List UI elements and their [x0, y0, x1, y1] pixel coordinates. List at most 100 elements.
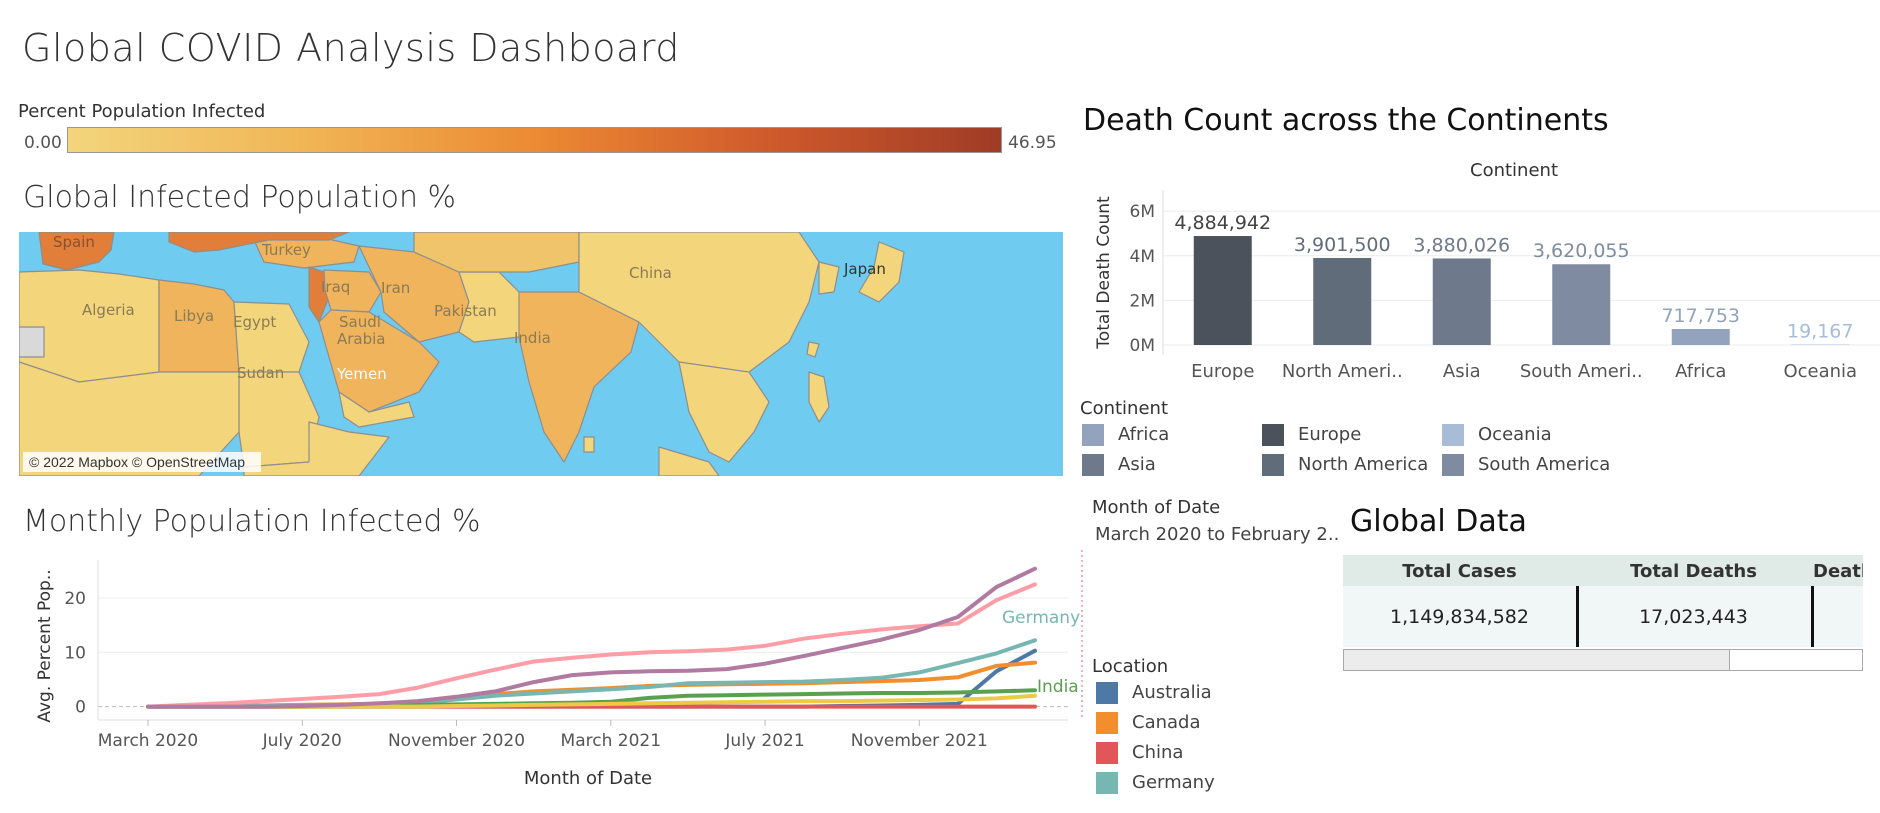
map-label-iran: Iran [381, 279, 410, 297]
color-legend-title: Percent Population Infected [18, 101, 266, 122]
date-range-filter[interactable]: March 2020 to February 2.. [1095, 524, 1340, 545]
filter-title: Month of Date [1092, 497, 1221, 518]
bar-europe [1193, 236, 1252, 345]
legend-swatch [1262, 424, 1284, 446]
legend-swatch [1096, 742, 1118, 764]
legend-swatch [1442, 424, 1464, 446]
line-y-tick-label: 20 [64, 589, 86, 609]
total-deaths-header: Total Deaths [1630, 561, 1757, 582]
total-cases-header: Total Cases [1402, 561, 1517, 582]
map-region-algeria [19, 269, 160, 383]
bar-x-tick-label: Asia [1443, 361, 1481, 380]
bar-x-tick-label: North Ameri.. [1282, 361, 1403, 380]
map-label-sudan: Sudan [237, 364, 284, 382]
map-label-egypt: Egypt [233, 313, 276, 331]
line-y-tick-label: 10 [64, 643, 86, 663]
legend-swatch [1442, 454, 1464, 476]
legend-swatch [1082, 454, 1104, 476]
continent-legend-item[interactable]: South America [1442, 450, 1610, 480]
map-region-japan [858, 241, 905, 303]
bar-y-tick-label: 2M [1130, 291, 1155, 311]
bar-value-label: 3,620,055 [1533, 240, 1630, 262]
bar-x-tick-label: Europe [1191, 361, 1254, 380]
map-label-china: China [629, 264, 672, 282]
bar-chart-header: Continent [1470, 160, 1558, 181]
bar-y-tick-label: 0M [1130, 336, 1155, 356]
line-end-label-germany: Germany [1002, 608, 1080, 628]
line-x-tick-label: November 2021 [851, 731, 988, 751]
death-header: Death [1813, 561, 1863, 582]
map-region-w-sahara [19, 326, 45, 358]
line-y-axis-label: Avg. Percent Pop.. [35, 569, 55, 722]
map-label-spain: Spain [53, 233, 95, 251]
table-horizontal-scrollbar[interactable] [1343, 649, 1863, 671]
continent-legend-item[interactable]: North America [1262, 450, 1428, 480]
bar-x-tick-label: Africa [1675, 361, 1726, 380]
map-title: Global Infected Population % [23, 180, 457, 215]
bar-value-label: 3,880,026 [1413, 234, 1510, 256]
table-divider [1576, 586, 1579, 647]
scrollbar-thumb[interactable] [1344, 650, 1730, 670]
map-region-europe [168, 232, 350, 253]
map-region-philippines [808, 371, 830, 423]
bar-x-tick-label: South Ameri.. [1520, 361, 1643, 380]
dashboard-title: Global COVID Analysis Dashboard [22, 26, 680, 70]
global-data-title: Global Data [1350, 504, 1527, 539]
location-legend-item[interactable]: Canada [1096, 708, 1215, 738]
line-series-location [146, 582, 1037, 709]
table-divider [1811, 586, 1814, 647]
continent-legend-item[interactable]: Oceania [1442, 420, 1552, 450]
map-region-pakistan [458, 271, 530, 343]
map-region-egypt [233, 301, 310, 373]
legend-label: Asia [1118, 454, 1156, 475]
map-label-iraq: Iraq [321, 278, 350, 296]
death-bar-chart[interactable]: 0M 2M 4M 6M Total Death Count 4,884,942 Europe… [1083, 180, 1880, 380]
legend-label: North America [1298, 454, 1429, 475]
continent-legend-item[interactable]: Europe [1262, 420, 1361, 450]
color-legend-max: 46.95 [1008, 133, 1057, 153]
location-legend-item[interactable]: Germany [1096, 768, 1215, 798]
bar-value-label: 4,884,942 [1174, 212, 1271, 234]
infection-map[interactable]: Spain Turkey Iraq Iran Algeria Libya Egy… [19, 232, 1063, 476]
map-region-korea [818, 261, 840, 295]
legend-swatch [1096, 712, 1118, 734]
color-gradient-bar [67, 127, 1002, 153]
line-end-label-india: India [1037, 677, 1079, 697]
bar-x-tick-label: Oceania [1783, 361, 1857, 380]
map-region-taiwan [806, 341, 820, 358]
map-region-yemen [338, 391, 415, 428]
bar-asia [1432, 258, 1491, 345]
continent-legend-item[interactable]: Asia [1082, 450, 1156, 480]
location-legend: Australia Canada China Germany [1096, 678, 1215, 798]
map-label-india: India [514, 329, 551, 347]
monthly-line-chart[interactable]: 0 10 20 Avg. Percent Pop.. March 2020 July 20… [0, 550, 1090, 785]
color-legend-min: 0.00 [24, 133, 62, 153]
map-region-sri-lanka [583, 436, 595, 453]
continent-legend-title: Continent [1080, 398, 1168, 419]
legend-swatch [1262, 454, 1284, 476]
bar-y-tick-label: 4M [1130, 247, 1155, 267]
map-label-algeria: Algeria [82, 301, 135, 319]
line-series-location [146, 566, 1037, 709]
location-legend-title: Location [1092, 656, 1169, 677]
line-y-tick-label: 0 [75, 698, 86, 718]
bar-value-label: 19,167 [1787, 321, 1853, 343]
legend-swatch [1096, 772, 1118, 794]
map-region-spain [38, 232, 115, 271]
location-legend-item[interactable]: Australia [1096, 678, 1215, 708]
bar-africa [1671, 328, 1730, 345]
line-x-tick-label: July 2020 [262, 731, 342, 751]
global-data-table: Total Cases Total Deaths Death 1,149,834… [1343, 555, 1863, 647]
line-chart-title: Monthly Population Infected % [23, 504, 481, 539]
legend-label: South America [1478, 454, 1611, 475]
line-x-tick-label: July 2021 [724, 731, 804, 751]
continent-legend-item[interactable]: Africa [1082, 420, 1169, 450]
bar-y-axis-label: Total Death Count [1094, 196, 1114, 350]
map-region-sumatra [658, 446, 720, 476]
map-graphic: Spain Turkey Iraq Iran Algeria Libya Egy… [19, 232, 905, 476]
map-region-east-africa [243, 421, 390, 476]
map-label-turkey: Turkey [261, 241, 311, 259]
legend-label: Europe [1298, 424, 1362, 445]
location-legend-item[interactable]: China [1096, 738, 1215, 768]
total-cases-value: 1,149,834,582 [1389, 606, 1529, 628]
